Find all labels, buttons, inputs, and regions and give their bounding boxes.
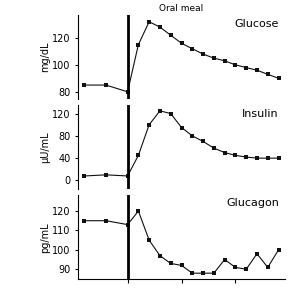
Text: Glucose: Glucose	[234, 19, 279, 29]
Text: Oral meal: Oral meal	[159, 4, 204, 13]
Text: Glucagon: Glucagon	[226, 198, 279, 208]
Y-axis label: pg/mL: pg/mL	[40, 222, 50, 253]
Y-axis label: μU/mL: μU/mL	[40, 131, 50, 163]
Text: Insulin: Insulin	[242, 110, 279, 119]
Y-axis label: mg/dL: mg/dL	[40, 41, 50, 72]
